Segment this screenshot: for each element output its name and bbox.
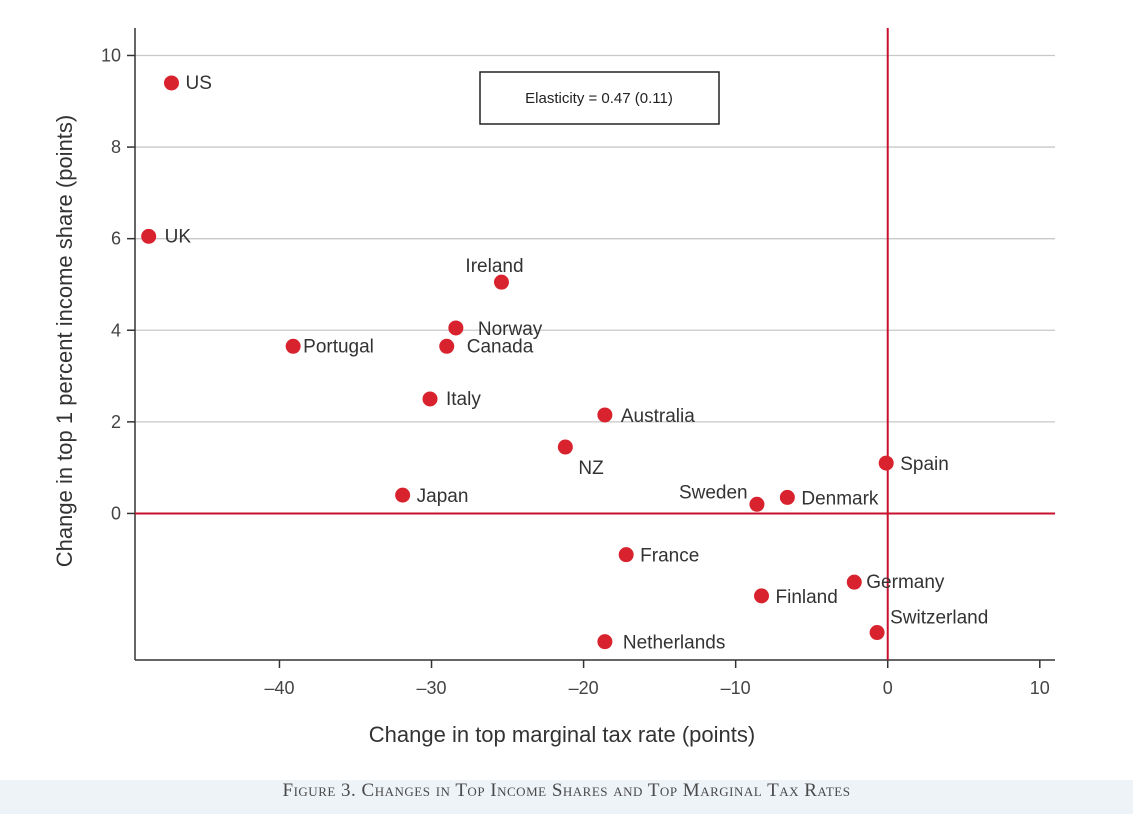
point-label: Italy	[446, 389, 481, 410]
point-label: France	[640, 546, 699, 567]
point-marker	[749, 496, 765, 512]
y-tick-label: 0	[111, 503, 121, 523]
point-marker	[422, 391, 438, 407]
point-label: Germany	[866, 572, 945, 593]
point-marker	[557, 439, 573, 455]
point-label: Switzerland	[890, 608, 988, 629]
point-marker	[846, 574, 862, 590]
scatter-chart: 0 2 4 6 8 10 –40 –30 –20 –10 0 10 US UK Ireland Norway…	[0, 0, 1133, 780]
figure-caption: Figure 3. Changes in Top Income Shares a…	[282, 780, 851, 801]
point-marker	[285, 338, 301, 354]
annotation-box	[479, 71, 720, 125]
x-axis-label: Change in top marginal tax rate (points)	[369, 722, 755, 747]
point-marker	[448, 320, 464, 336]
point-marker	[163, 75, 179, 91]
point-marker	[395, 487, 411, 503]
point-label: NZ	[578, 458, 604, 479]
y-tick-label: 6	[111, 229, 121, 249]
y-axis-label: Change in top 1 percent income share (po…	[52, 115, 77, 567]
x-tick-label: –30	[417, 678, 447, 698]
point-label: Ireland	[465, 256, 523, 277]
point-marker	[869, 625, 885, 641]
point-label: US	[185, 73, 211, 94]
point-marker	[597, 407, 613, 423]
x-tick-label: –10	[721, 678, 751, 698]
point-label: Netherlands	[623, 633, 725, 654]
point-marker	[754, 588, 770, 604]
point-marker	[141, 228, 157, 244]
point-label: Australia	[621, 406, 695, 427]
point-marker	[779, 489, 795, 505]
point-label: Denmark	[801, 488, 879, 509]
x-tick-label: 0	[883, 678, 893, 698]
point-label: Japan	[417, 486, 469, 507]
point-label: UK	[165, 226, 192, 247]
point-marker	[618, 547, 634, 563]
y-tick-label: 10	[101, 45, 121, 65]
y-tick-label: 4	[111, 320, 121, 340]
point-marker	[878, 455, 894, 471]
x-tick-label: –20	[569, 678, 599, 698]
data-points: US UK Ireland Norway Portugal Canada Italy Aust…	[141, 73, 988, 654]
point-label: Norway	[478, 319, 543, 340]
y-tick-label: 8	[111, 137, 121, 157]
point-marker	[439, 338, 455, 354]
point-marker	[597, 634, 613, 650]
point-marker	[493, 274, 509, 290]
annotation-group: Elasticity = 0.47 (0.11)	[479, 71, 720, 125]
point-label: Canada	[467, 336, 534, 357]
annotation-text: Elasticity = 0.47 (0.11)	[525, 90, 673, 107]
y-tick-label: 2	[111, 412, 121, 432]
point-label: Sweden	[679, 482, 748, 503]
x-tick-label: 10	[1030, 678, 1050, 698]
point-label: Spain	[900, 454, 949, 475]
point-label: Finland	[776, 587, 838, 608]
x-tick-label: –40	[264, 678, 294, 698]
point-label: Portugal	[303, 336, 374, 357]
chart-background	[0, 0, 1133, 780]
axes: 0 2 4 6 8 10 –40 –30 –20 –10 0 10	[101, 28, 1055, 698]
reference-lines	[135, 28, 1055, 660]
